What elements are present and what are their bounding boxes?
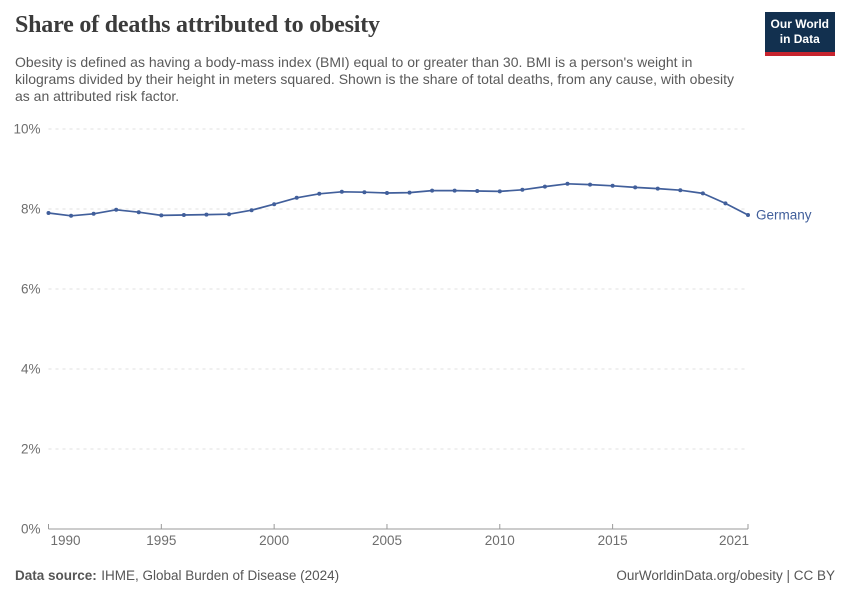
y-axis-label-2: 2% (21, 442, 41, 457)
data-point-2005[interactable] (384, 191, 389, 195)
data-point-1995[interactable] (159, 213, 164, 218)
data-point-2002[interactable] (317, 191, 322, 196)
y-axis-label-10: 10% (13, 122, 40, 137)
data-point-2016[interactable] (633, 185, 638, 190)
data-point-2008[interactable] (452, 188, 457, 193)
y-axis-label-8: 8% (21, 202, 41, 217)
y-axis-label-6: 6% (21, 282, 41, 297)
x-axis-label-2005: 2005 (372, 533, 402, 548)
data-point-2015[interactable] (610, 183, 615, 188)
data-point-1996[interactable] (181, 213, 186, 217)
chart-footer: Data source: IHME, Global Burden of Disea… (15, 568, 835, 583)
x-axis-label-2010: 2010 (485, 533, 515, 548)
data-point-2018[interactable] (678, 188, 683, 193)
data-point-2013[interactable] (565, 181, 570, 186)
data-point-1991[interactable] (69, 213, 74, 218)
page-title: Share of deaths attributed to obesity (15, 12, 380, 38)
data-point-2009[interactable] (475, 189, 480, 193)
data-point-2006[interactable] (407, 190, 412, 195)
data-point-1992[interactable] (91, 211, 96, 216)
data-point-2011[interactable] (520, 187, 525, 192)
license-note[interactable]: OurWorldinData.org/obesity | CC BY (616, 568, 835, 583)
data-point-2019[interactable] (700, 191, 705, 196)
data-point-1990[interactable] (46, 211, 51, 215)
data-point-2001[interactable] (294, 195, 299, 200)
series-line-germany[interactable] (47, 182, 749, 217)
line-chart[interactable]: 0% 2% 4% 6% 8% 10% 1990 1995 2000 2005 2010 2015 202… (0, 115, 850, 560)
data-point-2003[interactable] (339, 189, 344, 194)
data-point-2017[interactable] (655, 186, 660, 191)
data-point-2021[interactable] (746, 213, 750, 217)
x-axis-label-1995: 1995 (146, 533, 176, 548)
data-point-2010[interactable] (497, 189, 502, 194)
owid-logo-line1: Our World (770, 17, 829, 31)
y-axis-label-0: 0% (21, 522, 41, 537)
data-point-2020[interactable] (723, 201, 728, 206)
x-axis-label-2021: 2021 (719, 533, 749, 548)
data-point-1997[interactable] (204, 212, 209, 217)
owid-logo[interactable]: Our World in Data (764, 12, 835, 56)
data-point-1993[interactable] (114, 207, 119, 212)
data-point-2000[interactable] (272, 202, 277, 207)
data-point-1999[interactable] (249, 208, 254, 213)
series-label-germany[interactable]: Germany (756, 208, 812, 223)
y-axis-label-4: 4% (21, 362, 41, 377)
data-point-2012[interactable] (542, 184, 547, 189)
data-point-2004[interactable] (362, 190, 367, 195)
data-point-1994[interactable] (136, 210, 141, 215)
data-source-label: Data source: (15, 568, 97, 583)
data-source-text: IHME, Global Burden of Disease (2024) (101, 568, 340, 583)
owid-logo-line2: in Data (779, 32, 820, 47)
data-point-1998[interactable] (227, 212, 232, 217)
x-axis-label-1990: 1990 (50, 533, 80, 548)
x-axis-label-2000: 2000 (259, 533, 289, 548)
chart-subtitle: Obesity is defined as having a body-mass… (15, 54, 735, 104)
data-point-2007[interactable] (430, 188, 435, 193)
data-point-2014[interactable] (588, 182, 593, 187)
data-source: Data source: IHME, Global Burden of Disea… (15, 568, 339, 583)
x-axis-label-2015: 2015 (598, 533, 628, 548)
